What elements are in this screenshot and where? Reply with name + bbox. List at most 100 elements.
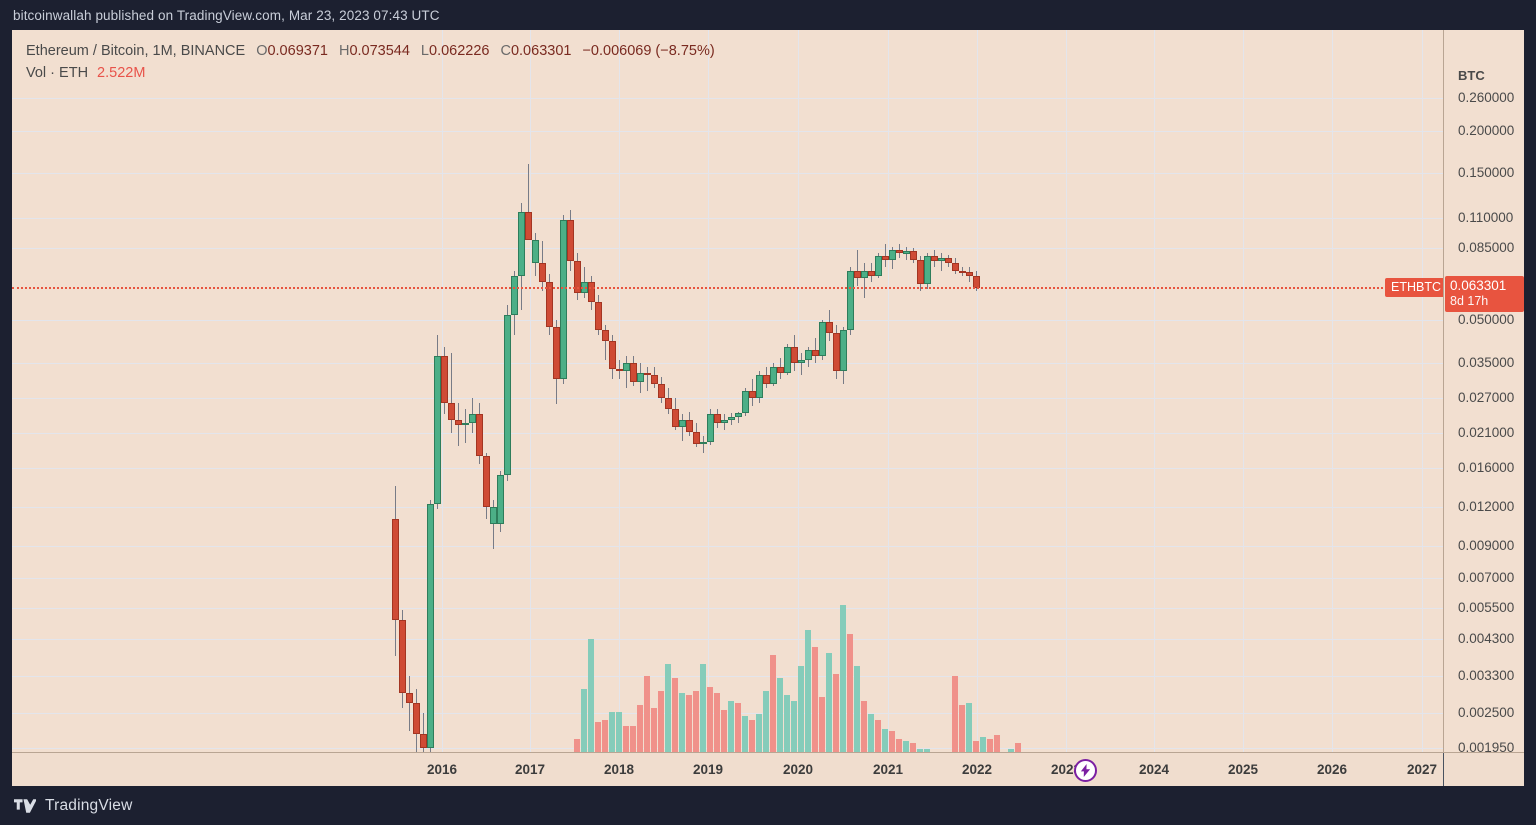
price-scale[interactable]: BTC 0.260000 0.200000 0.150000 0.110000 0.08… (1443, 30, 1524, 789)
price-scale-label: 0.005500 (1458, 600, 1515, 615)
candle-body (917, 259, 924, 285)
candle-body (679, 420, 686, 427)
tradingview-logo-icon (14, 798, 36, 813)
candle-body (553, 327, 560, 380)
volume-bar (742, 715, 748, 785)
candle-wick (885, 243, 886, 267)
legend-volume-label[interactable]: Vol · ETH (26, 65, 89, 81)
price-pane[interactable]: Ethereum / Bitcoin, 1M, BINANCE O0.06937… (12, 30, 1443, 786)
volume-bar (798, 665, 804, 785)
legend-change: −0.006069 (−8.75%) (582, 43, 715, 59)
grid-line-horizontal (12, 320, 1443, 321)
legend-open: O0.069371 (256, 43, 328, 59)
candle-body (959, 270, 966, 274)
volume-bar (833, 674, 839, 785)
volume-bar (847, 634, 853, 785)
symbol-price-tag[interactable]: ETHBTC (1385, 278, 1443, 297)
price-scale-label: 0.007000 (1458, 570, 1515, 585)
candle-body (574, 261, 581, 293)
legend-symbol-title[interactable]: Ethereum / Bitcoin, 1M, BINANCE (26, 43, 246, 59)
candle-body (441, 356, 448, 404)
volume-bar (819, 697, 825, 785)
candle-body (875, 256, 882, 277)
grid-line-vertical (1243, 30, 1244, 782)
grid-line-horizontal (12, 546, 1443, 547)
price-scale-label: 0.001950 (1458, 740, 1515, 755)
volume-bar (959, 705, 965, 785)
volume-bar (700, 663, 706, 785)
grid-line-horizontal (12, 639, 1443, 640)
candle-body (623, 363, 630, 371)
legend-volume-value: 2.522M (97, 65, 146, 81)
grid-line-horizontal (12, 248, 1443, 249)
volume-bar (735, 703, 741, 785)
current-price-tag[interactable]: 0.063301 8d 17h (1445, 276, 1524, 312)
volume-bar (756, 713, 762, 785)
candle-wick (605, 324, 606, 360)
candle-body (539, 263, 546, 283)
candle-body (728, 417, 735, 421)
candle-body (427, 503, 434, 748)
candle-body (721, 420, 728, 423)
grid-line-horizontal (12, 398, 1443, 399)
candle-wick (647, 366, 648, 391)
candle-wick (864, 263, 865, 298)
volume-bar (805, 630, 811, 785)
candle-wick (857, 249, 858, 287)
volume-bar (651, 707, 657, 785)
candle-body (847, 270, 854, 331)
price-scale-label: 0.085000 (1458, 240, 1515, 255)
grid-line-vertical (1154, 30, 1155, 782)
grid-line-horizontal (12, 218, 1443, 219)
candle-body (567, 220, 574, 262)
candle-body (686, 420, 693, 432)
grid-line-vertical (708, 30, 709, 782)
volume-bar (679, 692, 685, 785)
candle-body (784, 346, 791, 373)
time-axis-label: 2016 (426, 762, 458, 777)
grid-line-horizontal (12, 98, 1443, 99)
candle-wick (703, 436, 704, 453)
candle-wick (584, 266, 585, 298)
candle-body (609, 341, 616, 369)
lightning-bolt-icon[interactable] (1074, 759, 1097, 782)
volume-bar (693, 690, 699, 785)
price-scale-label: 0.012000 (1458, 499, 1515, 514)
time-axis-label: 2024 (1138, 762, 1170, 777)
grid-line-horizontal (12, 578, 1443, 579)
volume-bar (770, 655, 776, 785)
volume-bar (707, 686, 713, 785)
grid-line-horizontal (12, 173, 1443, 174)
volume-bar (616, 711, 622, 785)
price-scale-label: 0.004300 (1458, 631, 1515, 646)
candle-body (910, 251, 917, 260)
candle-body (735, 413, 742, 418)
tradingview-logo[interactable]: TradingView (14, 797, 133, 815)
grid-line-vertical (530, 30, 531, 782)
chart-frame: Ethereum / Bitcoin, 1M, BINANCE O0.06937… (12, 30, 1524, 789)
candle-body (630, 363, 637, 382)
volume-bar (812, 646, 818, 785)
grid-line-horizontal (12, 131, 1443, 132)
volume-bar (728, 701, 734, 785)
time-axis[interactable]: 2016 2017 2018 2019 2020 2021 2022 2023 2024 2025… (12, 752, 1524, 786)
grid-line-horizontal (12, 363, 1443, 364)
candle-body (483, 456, 490, 507)
candle-body (791, 346, 798, 363)
grid-line-vertical (619, 30, 620, 782)
price-scale-label: 0.027000 (1458, 390, 1515, 405)
volume-bar (581, 688, 587, 785)
volume-bar (784, 695, 790, 785)
price-scale-label: 0.200000 (1458, 123, 1515, 138)
time-axis-label: 2019 (692, 762, 724, 777)
time-axis-label: 2021 (872, 762, 904, 777)
published-bar: bitcoinwallah published on TradingView.c… (0, 0, 1536, 30)
grid-line-vertical (1332, 30, 1333, 782)
time-axis-label: 2025 (1227, 762, 1259, 777)
volume-bar (721, 709, 727, 785)
volume-bar (952, 676, 958, 785)
volume-bar (861, 701, 867, 785)
price-scale-label: 0.009000 (1458, 538, 1515, 553)
volume-bar (791, 701, 797, 785)
candle-body (854, 270, 861, 279)
